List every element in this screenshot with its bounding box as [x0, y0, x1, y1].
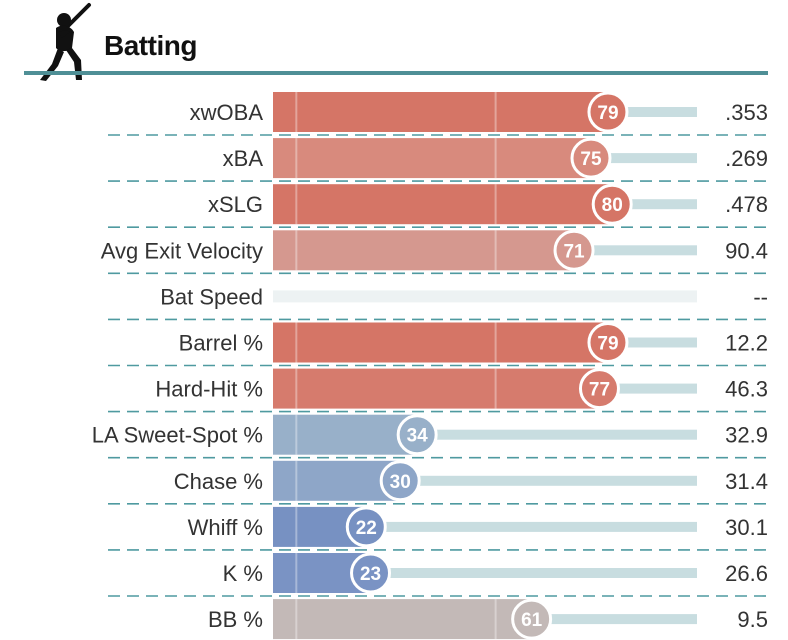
- metric-value: 32.9: [725, 423, 768, 448]
- metric-label: Whiff %: [188, 515, 263, 540]
- percentile-marker: [396, 414, 438, 456]
- percentile-marker: [553, 229, 595, 271]
- percentile-marker: [379, 460, 421, 502]
- percentile-track: [612, 199, 697, 210]
- section-title: Batting: [104, 30, 197, 61]
- percentile-track: [607, 107, 697, 117]
- metric-value: 46.3: [725, 377, 768, 402]
- percentile-label: 71: [563, 241, 585, 262]
- metric-value: 9.5: [737, 607, 768, 632]
- percentile-label: 79: [597, 334, 618, 355]
- percentile-bar: [273, 92, 608, 132]
- metric-value: --: [753, 284, 768, 309]
- percentile-marker: [570, 137, 612, 179]
- percentile-bar: [273, 184, 613, 225]
- percentile-track: [366, 521, 697, 532]
- metric-label: LA Sweet-Spot %: [92, 423, 263, 448]
- title-divider: [24, 71, 768, 75]
- metric-value: .478: [725, 192, 768, 217]
- metric-label: xBA: [223, 146, 264, 171]
- percentile-bar: [273, 460, 401, 501]
- metric-label: xSLG: [208, 192, 263, 217]
- percentile-track-empty: [273, 290, 697, 303]
- percentile-marker: [511, 598, 553, 640]
- metric-value: 31.4: [725, 469, 768, 494]
- metric-label: BB %: [208, 607, 263, 632]
- percentile-track: [370, 568, 697, 578]
- metric-label: K %: [223, 561, 263, 586]
- section-header: Batting: [0, 0, 788, 81]
- percentile-label: 77: [589, 380, 610, 401]
- percentile-bar: [273, 368, 600, 409]
- percentile-track: [400, 475, 697, 486]
- percentile-marker: [587, 91, 629, 133]
- metric-label: xwOBA: [190, 100, 264, 125]
- percentile-label: 61: [521, 610, 543, 631]
- percentile-label: 30: [390, 472, 411, 493]
- percentile-marker: [591, 183, 633, 225]
- percentile-marker: [350, 552, 392, 594]
- percentile-bar: [273, 322, 608, 363]
- percentile-label: 22: [356, 518, 377, 539]
- percentile-label: 79: [597, 103, 618, 124]
- percentile-bar: [273, 599, 532, 640]
- percentile-marker: [578, 368, 620, 410]
- metric-value: 90.4: [725, 238, 768, 263]
- percentile-track: [417, 429, 697, 440]
- metric-label: Avg Exit Velocity: [101, 238, 263, 263]
- metric-label: Hard-Hit %: [155, 377, 263, 402]
- percentile-bar: [273, 414, 418, 455]
- percentile-label: 75: [580, 149, 602, 170]
- metric-label: Barrel %: [179, 331, 263, 356]
- percentile-track: [591, 153, 697, 164]
- metric-value: .353: [725, 100, 768, 125]
- percentile-track: [607, 337, 697, 348]
- percentile-bar: [273, 230, 575, 271]
- percentile-marker: [587, 322, 629, 363]
- percentile-track: [574, 245, 697, 256]
- percentile-label: 23: [360, 564, 381, 585]
- metric-value: 26.6: [725, 561, 768, 586]
- metric-value: 12.2: [725, 331, 768, 356]
- percentile-label: 34: [407, 426, 429, 447]
- metric-value: 30.1: [725, 515, 768, 540]
- percentile-track: [599, 383, 697, 394]
- metric-label: Bat Speed: [160, 284, 263, 309]
- metric-value: .269: [725, 146, 768, 171]
- percentile-marker: [345, 506, 387, 548]
- percentile-track: [531, 614, 697, 625]
- percentile-label: 80: [602, 195, 623, 216]
- metric-label: Chase %: [174, 469, 263, 494]
- percentile-bar: [273, 138, 591, 179]
